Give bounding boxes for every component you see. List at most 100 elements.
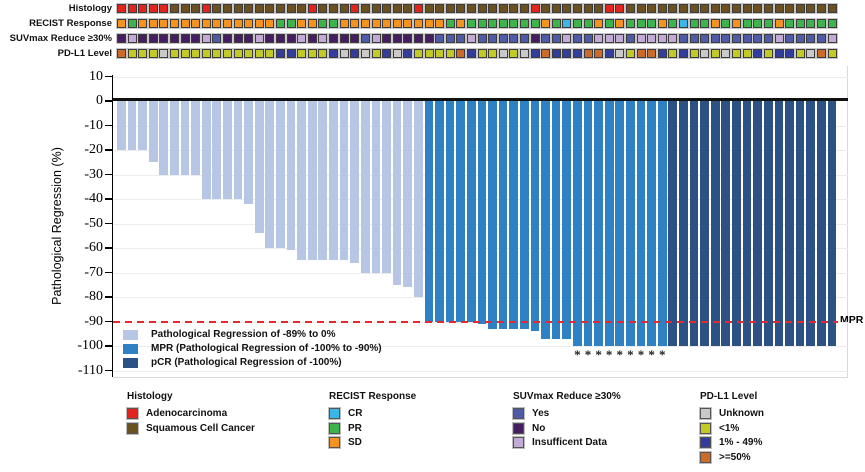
annotation-square <box>276 49 286 58</box>
annotation-square <box>710 49 720 58</box>
annotation-square <box>233 34 243 43</box>
bottom-legend-label: PR <box>348 422 362 434</box>
y-axis-line <box>111 75 113 377</box>
regression-bar <box>265 101 275 248</box>
regression-bar <box>604 101 614 346</box>
y-tick-label: -40 <box>84 191 103 206</box>
annotation-square <box>689 34 699 43</box>
annotation-square <box>573 49 582 58</box>
annotation-square <box>488 49 498 58</box>
annotation-square <box>498 4 508 13</box>
annotation-square <box>233 49 243 58</box>
annotation-square <box>668 34 678 43</box>
annotation-square <box>668 49 678 58</box>
regression-bar <box>519 101 529 329</box>
annotation-square <box>223 49 233 58</box>
y-tick-mark <box>105 296 112 298</box>
regression-bar <box>350 101 359 263</box>
annotation-square <box>307 19 317 28</box>
annotation-square <box>276 34 286 43</box>
annotation-square <box>753 49 763 58</box>
annotation-square <box>509 4 519 13</box>
annotation-square <box>466 49 476 58</box>
annotation-square <box>647 34 657 43</box>
annotation-square <box>297 49 307 58</box>
annotation-square <box>138 19 148 28</box>
annotation-square <box>435 49 445 58</box>
regression-bar <box>466 101 476 322</box>
annotation-square <box>170 4 180 13</box>
annotation-square <box>763 19 773 28</box>
annotation-square <box>382 4 392 13</box>
regression-bar <box>297 101 306 261</box>
annotation-square <box>201 49 211 58</box>
bottom-legend-label: 1% - 49% <box>719 437 763 448</box>
regression-bar <box>445 101 455 322</box>
annotation-square <box>212 34 222 43</box>
mpr-threshold-label: MPR <box>840 314 864 326</box>
annotation-square <box>180 49 190 58</box>
annotation-square <box>318 4 328 13</box>
annotation-square <box>604 34 614 43</box>
inplot-legend-label: pCR (Pathological Regression of -100%) <box>151 357 342 368</box>
annotation-square <box>742 4 752 13</box>
annotation-square <box>721 19 731 28</box>
regression-bar <box>488 101 497 329</box>
annotation-square <box>604 4 614 13</box>
annotation-square <box>297 4 307 13</box>
annotation-square <box>382 34 392 43</box>
annotation-square <box>265 19 275 28</box>
annotation-square <box>647 19 657 28</box>
annotation-square <box>519 19 529 28</box>
bottom-legend-title: RECIST Response <box>329 391 417 402</box>
regression-bar <box>307 101 317 261</box>
annotation-square <box>159 34 169 43</box>
annotation-square <box>763 4 773 13</box>
regression-bar <box>551 101 561 339</box>
annotation-square <box>679 4 689 13</box>
regression-bar <box>360 101 370 273</box>
annotation-square <box>339 19 349 28</box>
y-tick-label: -70 <box>84 264 103 280</box>
annotation-square <box>732 19 742 28</box>
annotation-square <box>170 34 180 43</box>
annotation-square <box>816 49 826 58</box>
annotation-square <box>562 49 572 58</box>
regression-bar <box>530 101 540 332</box>
annotation-square <box>180 19 190 28</box>
annotation-square <box>615 4 625 13</box>
bottom-legend-swatch <box>513 422 524 434</box>
regression-bar <box>774 101 784 346</box>
annotation-square <box>615 19 625 28</box>
annotation-row-label: PD-L1 Level <box>57 48 112 59</box>
annotation-square <box>403 19 413 28</box>
regression-bar <box>498 101 508 329</box>
annotation-square <box>700 34 710 43</box>
bottom-legend-swatch <box>127 422 138 434</box>
annotation-square <box>795 49 805 58</box>
annotation-square <box>583 4 593 13</box>
annotation-square <box>679 19 689 28</box>
annotation-square <box>488 4 498 13</box>
regression-bar <box>180 101 190 175</box>
bottom-legend-swatch <box>700 437 711 448</box>
annotation-square <box>201 19 211 28</box>
annotation-square <box>297 34 307 43</box>
bottom-legend-label: Yes <box>532 408 550 419</box>
regression-bar <box>233 101 243 199</box>
annotation-square <box>350 49 360 58</box>
annotation-square <box>148 34 158 43</box>
annotation-square <box>551 49 561 58</box>
annotation-square <box>806 19 816 28</box>
regression-bar <box>191 101 200 175</box>
annotation-square <box>201 34 211 43</box>
y-tick-label: -50 <box>84 215 103 231</box>
regression-bar <box>276 101 285 248</box>
annotation-square <box>795 19 805 28</box>
annotation-square <box>551 34 561 43</box>
annotation-square <box>360 34 370 43</box>
regression-bar <box>562 101 572 339</box>
annotation-square <box>594 34 604 43</box>
annotation-square <box>636 34 646 43</box>
annotation-square <box>636 4 646 13</box>
